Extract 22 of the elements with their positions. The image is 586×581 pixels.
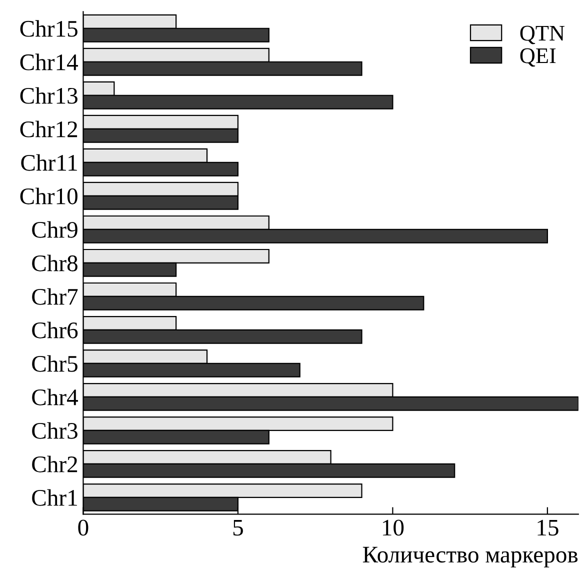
x-axis-title: Количество маркеров (362, 546, 578, 568)
y-tick-label: Chr2 (32, 456, 78, 472)
y-tick-label: Chr1 (32, 489, 77, 506)
y-tick-label: Chr14 (20, 54, 78, 70)
legend-label: QEI (520, 48, 556, 67)
y-tick-label: Chr4 (32, 388, 78, 406)
y-tick-label: Chr11 (21, 154, 77, 171)
y-tick-label: Chr9 (32, 221, 78, 238)
legend-label: QTN (520, 26, 565, 44)
y-tick-label: Chr3 (32, 422, 78, 439)
y-tick-label: Chr13 (20, 87, 78, 104)
x-tick-label: 15 (538, 520, 558, 536)
x-tick-label: 5 (233, 520, 243, 536)
y-tick-label: Chr15 (20, 20, 78, 37)
x-tick-label: 0 (78, 520, 88, 536)
y-tick-label: Chr10 (20, 188, 78, 204)
y-tick-label: Chr7 (32, 288, 78, 305)
y-tick-label: Chr8 (32, 254, 78, 272)
y-tick-label: Chr12 (20, 120, 78, 138)
x-tick-label: 10 (382, 520, 404, 536)
y-tick-label: Chr6 (32, 322, 78, 338)
y-tick-label: Chr5 (32, 355, 78, 372)
